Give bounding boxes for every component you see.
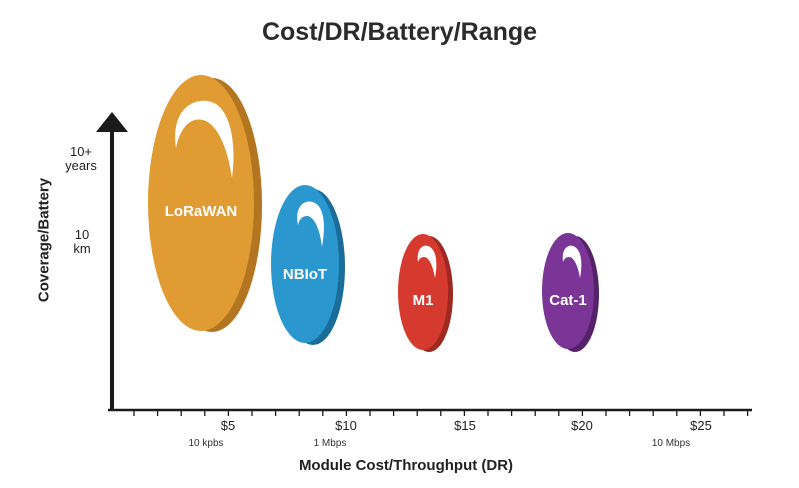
cat1-label: Cat-1 xyxy=(549,292,587,309)
cat1-oval: Cat-1 xyxy=(542,233,599,352)
m1-signal-icon xyxy=(417,245,437,278)
chart-title: Cost/DR/Battery/Range xyxy=(261,18,538,46)
x-axis-label: Module Cost/Throughput (DR) xyxy=(298,457,514,474)
y-tick-years-line1: 10+ xyxy=(69,144,93,159)
m1-label: M1 xyxy=(413,292,434,309)
x-subtick-10kbps: 10 kpbs xyxy=(188,438,223,449)
lorawan-oval: LoRaWAN xyxy=(148,75,262,332)
x-subtick-1mbps: 1 Mbps xyxy=(314,438,347,449)
x-tick-10: $10 xyxy=(335,418,357,433)
lorawan-signal-icon xyxy=(175,100,234,178)
y-axis-arrow xyxy=(96,112,128,410)
x-tick-5: $5 xyxy=(221,418,235,433)
y-tick-years-line2: years xyxy=(65,158,97,173)
y-tick-years: 10+ years xyxy=(58,145,104,173)
y-tick-km-line2: km xyxy=(73,241,91,256)
lorawan-label: LoRaWAN xyxy=(165,203,238,220)
nbiot-label: NBIoT xyxy=(283,266,327,283)
x-tick-20: $20 xyxy=(571,418,593,433)
y-tick-km: 10 km xyxy=(62,228,102,256)
y-tick-km-line1: 10 xyxy=(74,227,90,242)
nbiot-signal-icon xyxy=(297,201,324,247)
m1-oval: M1 xyxy=(398,234,453,352)
x-axis-minor-ticks xyxy=(133,410,749,416)
x-tick-15: $15 xyxy=(454,418,476,433)
nbiot-oval: NBIoT xyxy=(271,185,345,345)
cat1-signal-icon xyxy=(562,245,582,278)
x-subtick-10mbps: 10 Mbps xyxy=(652,438,690,449)
x-tick-25: $25 xyxy=(690,418,712,433)
